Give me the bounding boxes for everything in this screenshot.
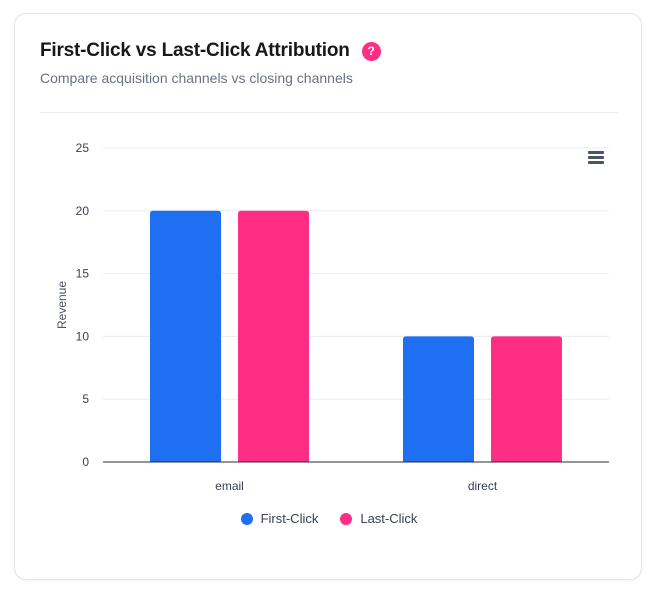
bar-first-click-email bbox=[150, 210, 221, 462]
y-tick-label: 25 bbox=[76, 141, 90, 155]
hamburger-menu-icon[interactable] bbox=[588, 151, 604, 165]
chart-title: First-Click vs Last-Click Attribution bbox=[40, 40, 350, 61]
header-divider bbox=[40, 112, 619, 113]
chart-card: First-Click vs Last-Click Attribution ? … bbox=[14, 13, 642, 580]
chart-legend: First-Click Last-Click bbox=[15, 511, 643, 526]
y-axis-label: Revenue bbox=[55, 281, 69, 329]
y-tick-label: 20 bbox=[76, 204, 90, 218]
card-header: First-Click vs Last-Click Attribution ? … bbox=[40, 40, 381, 86]
help-icon[interactable]: ? bbox=[361, 41, 381, 61]
bar-first-click-direct bbox=[403, 336, 474, 462]
bar-last-click-email bbox=[238, 210, 309, 462]
x-tick-label: direct bbox=[468, 479, 498, 493]
legend-swatch bbox=[340, 512, 353, 525]
legend-item-last-click[interactable]: Last-Click bbox=[340, 511, 417, 526]
legend-item-first-click[interactable]: First-Click bbox=[240, 511, 319, 526]
legend-label: First-Click bbox=[260, 511, 319, 526]
chart-subtitle: Compare acquisition channels vs closing … bbox=[40, 70, 353, 86]
bar-chart: 0 5 10 15 20 25 Revenue email direct bbox=[55, 141, 609, 493]
y-tick-label: 15 bbox=[76, 267, 90, 281]
y-tick-label: 5 bbox=[82, 392, 89, 406]
legend-label: Last-Click bbox=[360, 511, 418, 526]
legend-swatch bbox=[240, 512, 253, 525]
title-row: First-Click vs Last-Click Attribution ? bbox=[40, 40, 381, 62]
y-tick-label: 0 bbox=[82, 455, 89, 469]
y-tick-label: 10 bbox=[76, 329, 90, 343]
x-tick-label: email bbox=[215, 479, 244, 493]
bar-last-click-direct bbox=[491, 336, 562, 462]
